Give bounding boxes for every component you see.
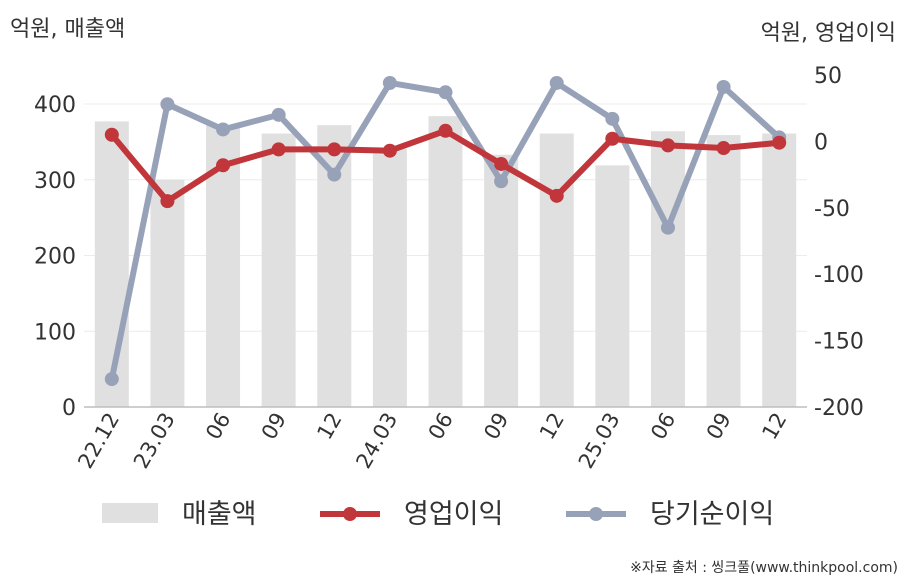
series-point bbox=[438, 123, 453, 138]
left-axis-ticks: 0 100 200 300 400 bbox=[34, 93, 76, 421]
series-point bbox=[660, 138, 675, 153]
right-tick-label: -200 bbox=[814, 396, 864, 421]
left-tick-label: 200 bbox=[34, 245, 76, 270]
series-point bbox=[327, 167, 342, 182]
left-tick-label: 100 bbox=[34, 320, 76, 345]
series-point bbox=[104, 372, 119, 387]
bar bbox=[372, 148, 407, 407]
series-point bbox=[716, 141, 731, 156]
x-tick-label: 06 bbox=[424, 409, 458, 444]
series-point bbox=[494, 174, 509, 189]
bar bbox=[94, 121, 129, 408]
right-axis-ticks: 50 0 -50 -100 -150 -200 bbox=[814, 64, 864, 421]
series-point bbox=[271, 107, 286, 122]
series-point bbox=[382, 143, 397, 158]
bar bbox=[595, 165, 630, 407]
series-point bbox=[216, 122, 231, 137]
series-point bbox=[382, 75, 397, 90]
bar bbox=[539, 133, 574, 408]
right-tick-label: -100 bbox=[814, 263, 864, 288]
series-point bbox=[716, 79, 731, 94]
right-tick-label: -150 bbox=[814, 330, 864, 355]
x-tick-label: 12 bbox=[312, 409, 346, 444]
series-point bbox=[104, 127, 119, 142]
series-point bbox=[327, 142, 342, 157]
left-axis-unit: 억원, 매출액 bbox=[10, 17, 125, 42]
x-tick-label: 09 bbox=[479, 408, 513, 443]
bar bbox=[317, 125, 352, 408]
bar bbox=[261, 133, 296, 408]
series-point bbox=[605, 111, 620, 126]
bar bbox=[706, 135, 741, 407]
x-tick-label: 23.03 bbox=[129, 409, 180, 473]
series-point bbox=[772, 135, 787, 150]
x-tick-label: 25.03 bbox=[574, 409, 625, 473]
x-axis-ticks: 22.12 23.03 06 09 12 24.03 06 09 12 25.03 06 09 12 bbox=[73, 408, 791, 472]
x-tick-label: 06 bbox=[201, 409, 235, 444]
series-point bbox=[216, 158, 231, 173]
source-note: ※자료 출처 : 씽크풀(www.thinkpool.com) bbox=[630, 560, 898, 576]
bar bbox=[484, 154, 519, 407]
x-tick-label: 12 bbox=[757, 409, 791, 444]
series-point bbox=[438, 85, 453, 100]
x-tick-label: 24.03 bbox=[351, 409, 402, 473]
line-series bbox=[104, 75, 787, 387]
series-point bbox=[494, 156, 509, 171]
legend-marker-net-income bbox=[589, 507, 603, 521]
right-tick-label: 0 bbox=[814, 130, 828, 155]
series-point bbox=[160, 194, 175, 209]
series-point bbox=[549, 75, 564, 90]
right-tick-label: 50 bbox=[814, 64, 842, 89]
bar bbox=[150, 179, 185, 407]
legend: 매출액 영업이익 당기순이익 bbox=[102, 499, 774, 530]
legend-label-revenue: 매출액 bbox=[182, 499, 257, 530]
series-point bbox=[660, 220, 675, 235]
left-tick-label: 0 bbox=[62, 396, 76, 421]
bar bbox=[428, 116, 463, 408]
left-tick-label: 300 bbox=[34, 169, 76, 194]
legend-label-net-income: 당기순이익 bbox=[650, 499, 774, 530]
right-axis-unit: 억원, 영업이익 bbox=[761, 21, 896, 46]
right-tick-label: -50 bbox=[814, 197, 850, 222]
series-point bbox=[549, 188, 564, 203]
x-tick-label: 12 bbox=[535, 409, 569, 444]
legend-marker-operating-profit bbox=[343, 507, 357, 521]
x-tick-label: 09 bbox=[702, 409, 736, 444]
series-point bbox=[160, 97, 175, 112]
bar bbox=[650, 131, 685, 407]
series-point bbox=[271, 142, 286, 157]
left-tick-label: 400 bbox=[34, 93, 76, 118]
legend-swatch-revenue bbox=[102, 503, 158, 523]
x-tick-label: 09 bbox=[257, 409, 291, 444]
x-tick-label: 22.12 bbox=[73, 409, 124, 473]
bar bbox=[762, 133, 797, 408]
series-point bbox=[605, 131, 620, 146]
bar-series-revenue bbox=[94, 116, 797, 408]
x-tick-label: 06 bbox=[646, 409, 680, 444]
legend-label-operating-profit: 영업이익 bbox=[404, 499, 503, 530]
